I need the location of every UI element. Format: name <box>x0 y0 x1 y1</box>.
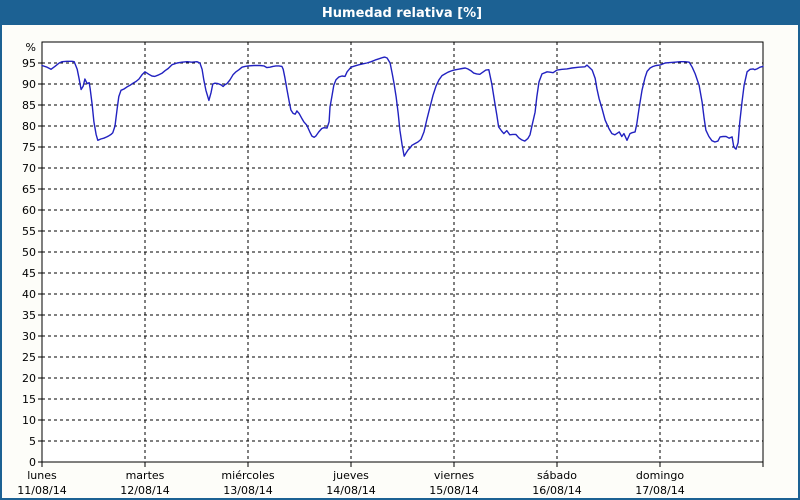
y-tick-label: 75 <box>22 141 36 154</box>
x-date-label: 17/08/14 <box>635 484 684 497</box>
x-date-label: 11/08/14 <box>17 484 66 497</box>
y-tick-label: 35 <box>22 309 36 322</box>
x-day-label: jueves <box>332 469 369 482</box>
x-day-label: sábado <box>537 469 577 482</box>
y-tick-label: 80 <box>22 120 36 133</box>
y-tick-label: 30 <box>22 330 36 343</box>
title-bar: Humedad relativa [%] <box>2 2 798 25</box>
y-tick-label: 0 <box>29 456 36 469</box>
x-date-label: 13/08/14 <box>223 484 272 497</box>
x-date-label: 12/08/14 <box>120 484 169 497</box>
x-day-label: miércoles <box>221 469 274 482</box>
y-tick-label: 85 <box>22 99 36 112</box>
x-day-label: lunes <box>27 469 57 482</box>
y-tick-label: 40 <box>22 288 36 301</box>
x-day-label: viernes <box>434 469 474 482</box>
x-day-label: domingo <box>636 469 684 482</box>
y-tick-label: 15 <box>22 393 36 406</box>
x-day-label: martes <box>126 469 165 482</box>
y-tick-label: 50 <box>22 246 36 259</box>
y-tick-label: 5 <box>29 435 36 448</box>
y-tick-label: 10 <box>22 414 36 427</box>
y-tick-label: 90 <box>22 78 36 91</box>
y-tick-label: 70 <box>22 162 36 175</box>
y-tick-label: 20 <box>22 372 36 385</box>
y-tick-label: 95 <box>22 57 36 70</box>
y-tick-label: 25 <box>22 351 36 364</box>
plot-border <box>41 41 764 463</box>
y-axis-unit-label: % <box>26 41 36 54</box>
y-tick-label: 45 <box>22 267 36 280</box>
y-tick-label: 55 <box>22 225 36 238</box>
y-tick-label: 65 <box>22 183 36 196</box>
x-date-label: 15/08/14 <box>429 484 478 497</box>
x-date-label: 14/08/14 <box>326 484 375 497</box>
chart-title: Humedad relativa [%] <box>321 6 483 21</box>
y-tick-label: 60 <box>22 204 36 217</box>
x-date-label: 16/08/14 <box>532 484 581 497</box>
humidity-line <box>41 56 764 157</box>
